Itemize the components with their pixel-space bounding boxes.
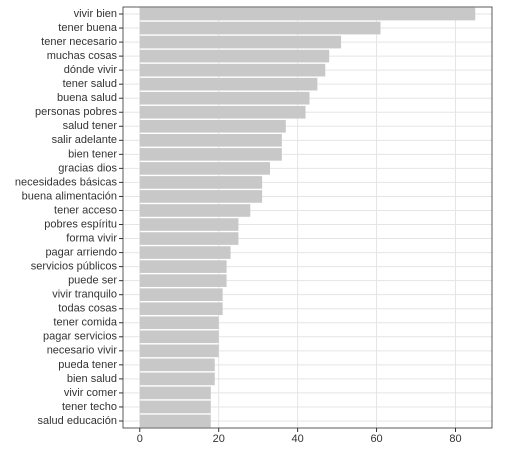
y-tick-label: tener necesario	[41, 36, 117, 48]
y-tick-label: puede ser	[68, 275, 117, 287]
bar	[139, 7, 476, 21]
y-tick-label: tener salud	[63, 78, 117, 90]
panel-border	[122, 6, 493, 429]
y-tick-label: pagar arriendo	[45, 246, 117, 258]
y-tick-label: tener techo	[62, 401, 117, 413]
bar	[139, 246, 231, 259]
y-tick-label: salir adelante	[52, 134, 117, 146]
y-tick-label: muchas cosas	[47, 50, 118, 62]
bar	[139, 77, 318, 91]
y-tick-label: buena alimentación	[22, 190, 117, 202]
y-tick-label: bien tener	[68, 148, 117, 160]
y-tick-label: pagar servicios	[43, 331, 117, 343]
bar	[139, 386, 211, 400]
y-tick-label: servicios públicos	[31, 261, 118, 273]
y-tick-label: tener buena	[58, 22, 118, 34]
bar	[139, 400, 211, 414]
bar	[139, 21, 381, 35]
y-tick-label: bien salud	[67, 373, 117, 385]
y-tick-label: todas cosas	[58, 303, 117, 315]
bar	[139, 260, 227, 273]
bar	[139, 91, 310, 105]
bar	[139, 63, 326, 77]
y-tick-label: salud educación	[37, 415, 117, 427]
y-tick-label: pobres espíritu	[44, 218, 117, 230]
bar	[139, 162, 271, 175]
y-tick-label: necesidades básicas	[15, 176, 118, 188]
bar	[139, 204, 251, 217]
x-tick-label: 60	[370, 433, 382, 445]
bar	[139, 316, 219, 330]
y-tick-label: vivir tranquilo	[52, 289, 117, 301]
bar	[139, 176, 263, 189]
y-tick-label: tener comida	[53, 317, 117, 329]
bar	[139, 218, 239, 231]
y-tick-label: vivir comer	[64, 387, 118, 399]
bar	[139, 35, 342, 49]
y-tick-label: salud tener	[63, 120, 118, 132]
y-tick-label: dónde vivir	[64, 64, 118, 76]
y-tick-label: buena salud	[57, 92, 117, 104]
bar	[139, 358, 215, 372]
y-tick-label: gracias dios	[58, 162, 117, 174]
x-tick-label: 20	[213, 433, 225, 445]
x-tick-label: 80	[449, 433, 461, 445]
y-tick-label: pueda tener	[58, 359, 117, 371]
bar	[139, 105, 306, 119]
plot-panel	[123, 7, 492, 428]
y-tick-label: personas pobres	[35, 106, 117, 118]
y-tick-label: necesario vivir	[47, 345, 118, 357]
bar	[139, 302, 223, 316]
bar	[139, 119, 286, 133]
y-tick-label: vivir bien	[74, 8, 117, 20]
x-tick-label: 40	[292, 433, 304, 445]
y-tick-label: tener acceso	[54, 204, 117, 216]
bar	[139, 134, 282, 147]
bar	[139, 232, 239, 245]
bar	[139, 330, 219, 344]
bar	[139, 274, 227, 287]
bar	[139, 148, 282, 161]
bar	[139, 414, 211, 428]
x-tick-label: 0	[137, 433, 143, 445]
bar	[139, 190, 263, 203]
bar	[139, 372, 215, 386]
bar	[139, 344, 219, 358]
bar	[139, 288, 223, 301]
bar	[139, 49, 330, 63]
y-tick-label: forma vivir	[66, 232, 117, 244]
